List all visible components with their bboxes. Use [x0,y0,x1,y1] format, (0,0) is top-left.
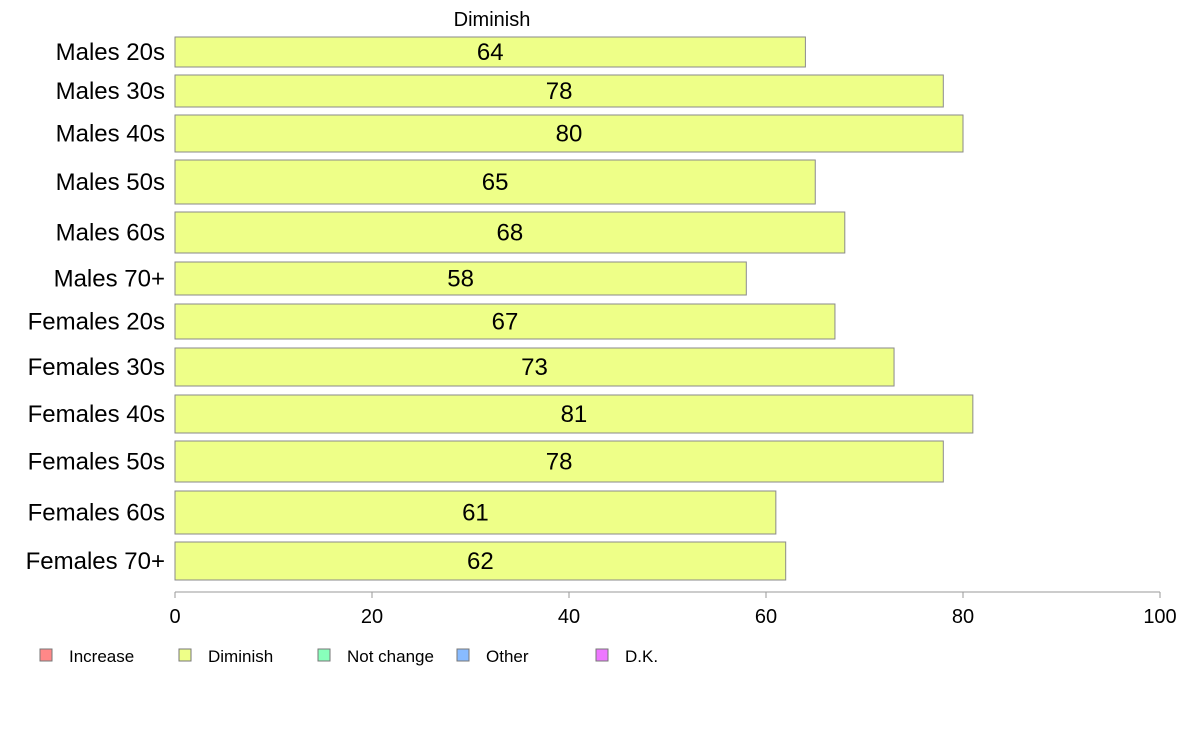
data-label: 73 [521,354,548,381]
bar [174,261,747,296]
bar [174,490,777,535]
bar [174,440,944,483]
legend-swatch [317,648,331,662]
data-label: 80 [556,121,583,148]
bar [174,36,806,68]
bar [174,394,974,434]
bar [174,74,944,108]
data-label: 68 [497,220,524,247]
series-title: Diminish [454,9,531,31]
legend-label: Increase [69,647,134,666]
legend-swatch [595,648,609,662]
category-label: Males 70+ [54,266,165,293]
x-tick-label: 20 [361,606,383,628]
category-label: Males 50s [56,169,165,196]
category-label: Females 30s [28,354,165,381]
data-label: 64 [477,39,504,66]
data-label: 81 [561,401,588,428]
legend-label: Diminish [208,647,273,666]
x-tick-label: 40 [558,606,580,628]
legend-label: Other [486,647,529,666]
category-label: Males 40s [56,121,165,148]
category-label: Females 70+ [26,548,165,575]
bar [174,347,895,387]
category-label: Females 40s [28,401,165,428]
x-tick-label: 100 [1143,606,1176,628]
category-label: Males 30s [56,78,165,105]
data-label: 78 [546,449,573,476]
legend-label: Not change [347,647,434,666]
data-label: 65 [482,169,509,196]
category-label: Females 60s [28,500,165,527]
bar [174,211,846,254]
bar [174,541,787,581]
data-label: 67 [492,309,519,336]
bar [174,303,836,340]
legend: Increase Diminish Not change Other D.K. [39,647,658,666]
legend-swatch [456,648,470,662]
category-label: Males 20s [56,39,165,66]
x-tick-label: 0 [169,606,180,628]
x-axis: 0 20 40 60 80 100 [169,591,1177,628]
bar [174,159,816,205]
category-label: Males 60s [56,220,165,247]
data-label: 78 [546,78,573,105]
category-label: Females 50s [28,449,165,476]
x-tick-label: 60 [755,606,777,628]
bar [174,114,964,153]
bars-group: Males 20s 64 Males 30s 78 Males 40s 80 Males 5… [26,36,974,581]
data-label: 58 [447,266,474,293]
legend-swatch [39,648,53,662]
category-label: Females 20s [28,309,165,336]
data-label: 61 [462,500,489,527]
legend-label: D.K. [625,647,658,666]
data-label: 62 [467,548,494,575]
legend-swatch [178,648,192,662]
x-tick-label: 80 [952,606,974,628]
